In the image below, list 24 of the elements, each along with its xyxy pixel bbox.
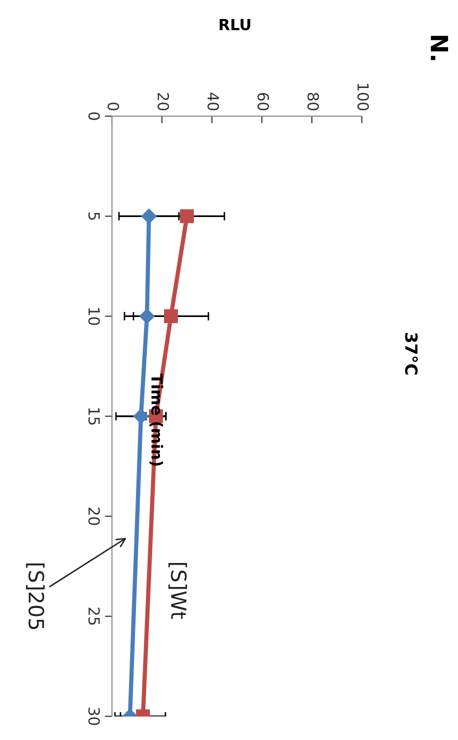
x-tick-label: 60	[257, 92, 270, 110]
text: 37°C	[405, 332, 418, 375]
y-tick-label: 5	[88, 212, 100, 220]
y-tick-label: 30	[88, 708, 100, 726]
y-axis-title: Time (min)	[149, 374, 164, 466]
y-tick-label: 20	[88, 508, 100, 525]
y-tick-label: 15	[88, 408, 100, 425]
point	[164, 309, 178, 324]
x-tick-label: 80	[307, 92, 319, 110]
y-tick-label: 10	[88, 308, 100, 325]
point	[139, 308, 155, 324]
point	[180, 209, 194, 224]
text: [S]Wt	[168, 562, 188, 619]
x-tick-label: 20	[158, 93, 170, 110]
point	[133, 408, 149, 424]
x-tick-label: 40	[207, 92, 220, 110]
y-tick-label: 0	[88, 112, 100, 120]
x-tick-label: 0	[108, 102, 120, 110]
point	[141, 208, 157, 224]
y-tick-label: 25	[88, 608, 100, 625]
x-tick-label: 100	[357, 84, 369, 110]
text: N.	[430, 36, 448, 60]
text: [S]205	[26, 563, 45, 630]
x-axis-title: RLU	[220, 18, 250, 30]
